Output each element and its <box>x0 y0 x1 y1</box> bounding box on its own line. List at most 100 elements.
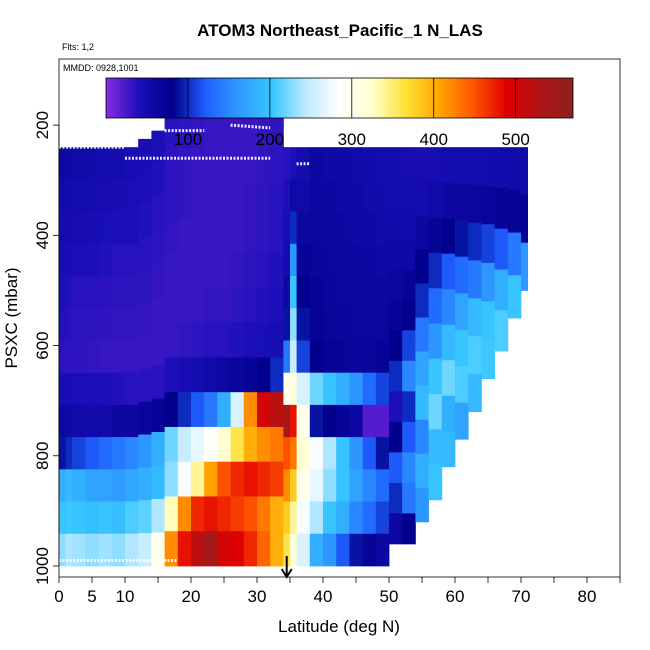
heatmap-cell <box>309 308 324 341</box>
heatmap-cell <box>111 147 126 180</box>
heatmap-cell <box>164 114 179 150</box>
heatmap-cell <box>230 253 245 289</box>
heatmap-cell <box>428 429 443 465</box>
heatmap-cell <box>138 467 152 501</box>
heatmap-cell <box>98 404 113 438</box>
heatmap-cell <box>375 243 390 277</box>
x-tick-label: 40 <box>314 587 333 606</box>
heatmap-cell <box>243 392 258 428</box>
heatmap-cell <box>290 243 297 277</box>
heatmap-cell <box>85 147 99 180</box>
heatmap-cell <box>428 252 443 289</box>
heatmap-cell <box>336 533 350 567</box>
heatmap-cell <box>164 461 179 497</box>
heatmap-cell <box>164 218 179 254</box>
heatmap-cell <box>65 243 73 277</box>
heatmap-cell <box>375 533 390 567</box>
heatmap-cell <box>270 392 284 428</box>
heatmap-cell <box>98 533 113 567</box>
heatmap-cell <box>362 147 377 180</box>
heatmap-cell <box>257 531 271 567</box>
heatmap-cell <box>521 147 528 196</box>
heatmap-cell <box>230 357 245 393</box>
heatmap-cell <box>151 532 165 567</box>
heatmap-cell <box>164 148 179 185</box>
heatmap-cell <box>204 392 218 428</box>
heatmap-cell <box>151 465 165 500</box>
heatmap-cell <box>111 501 126 535</box>
heatmap-cell <box>415 317 429 352</box>
heatmap-cell <box>138 138 152 173</box>
heatmap-cell <box>151 499 165 533</box>
heatmap-cell <box>389 421 403 453</box>
flights-note: Flts: 1,2 <box>62 42 94 52</box>
heatmap-cell <box>177 322 192 358</box>
heatmap-cell <box>290 340 297 374</box>
heatmap-cell <box>191 426 205 463</box>
heatmap-cell <box>455 402 469 440</box>
heatmap-cell <box>441 182 456 219</box>
heatmap-cell <box>217 287 231 324</box>
heatmap-cell <box>283 469 291 502</box>
heatmap-cell <box>349 243 363 277</box>
heatmap-cell <box>375 276 390 309</box>
heatmap-cell <box>243 287 258 324</box>
heatmap-cell <box>375 211 390 245</box>
heatmap-cell <box>111 372 126 406</box>
heatmap-cell <box>85 243 99 277</box>
heatmap-cell <box>151 164 165 199</box>
heatmap-cell <box>323 179 337 213</box>
heatmap-cell <box>270 183 284 219</box>
x-tick-label: 50 <box>380 587 399 606</box>
heatmap-cell <box>290 147 297 180</box>
heatmap-cell <box>111 179 126 213</box>
heatmap-cell <box>323 147 337 180</box>
heatmap-cell <box>428 358 443 395</box>
heatmap-cell <box>375 404 390 438</box>
heatmap-cell <box>349 533 363 567</box>
heatmap-cell <box>494 228 509 270</box>
heatmap-cell <box>72 308 86 341</box>
heatmap-cell <box>177 148 192 185</box>
heatmap-cell <box>375 501 390 535</box>
heatmap-cell <box>243 322 258 358</box>
heatmap-cell <box>283 340 291 374</box>
heatmap-cell <box>59 308 66 341</box>
heatmap-cell <box>428 288 443 324</box>
heatmap-cell <box>164 287 179 324</box>
heatmap-cell <box>177 114 192 150</box>
heatmap-cell <box>415 283 429 318</box>
heatmap-cell <box>389 299 403 331</box>
heatmap-cell <box>177 531 192 567</box>
heatmap-cell <box>362 243 377 277</box>
heatmap-cell <box>111 276 126 309</box>
heatmap-cell <box>336 404 350 438</box>
heatmap-cell <box>191 531 205 567</box>
heatmap-cell <box>270 461 284 497</box>
heatmap-cell <box>98 372 113 406</box>
heatmap-cell <box>177 496 192 532</box>
heatmap-cell <box>309 533 324 567</box>
heatmap-cell <box>323 469 337 502</box>
heatmap-cell <box>441 147 456 184</box>
x-tick-label: 70 <box>512 587 531 606</box>
heatmap-cell <box>296 404 311 438</box>
heatmap-cell <box>468 222 482 261</box>
heatmap-cell <box>204 253 218 289</box>
heatmap-cell <box>98 437 113 470</box>
heatmap-cell <box>323 404 337 438</box>
dates-note: MMDD: 0928,1001 <box>63 63 139 73</box>
heatmap-cell <box>72 276 86 309</box>
heatmap-cell <box>428 464 443 501</box>
heatmap-cell <box>177 426 192 463</box>
heatmap-cell <box>257 114 271 150</box>
heatmap-cell <box>481 224 495 264</box>
heatmap-cell <box>415 385 429 421</box>
heatmap-cell <box>375 308 390 341</box>
heatmap-cell <box>270 357 284 393</box>
heatmap-cell <box>402 330 416 362</box>
heatmap-cell <box>243 496 258 532</box>
heatmap-cell <box>336 469 350 502</box>
heatmap-cell <box>415 419 429 455</box>
heatmap-cell <box>296 211 311 245</box>
